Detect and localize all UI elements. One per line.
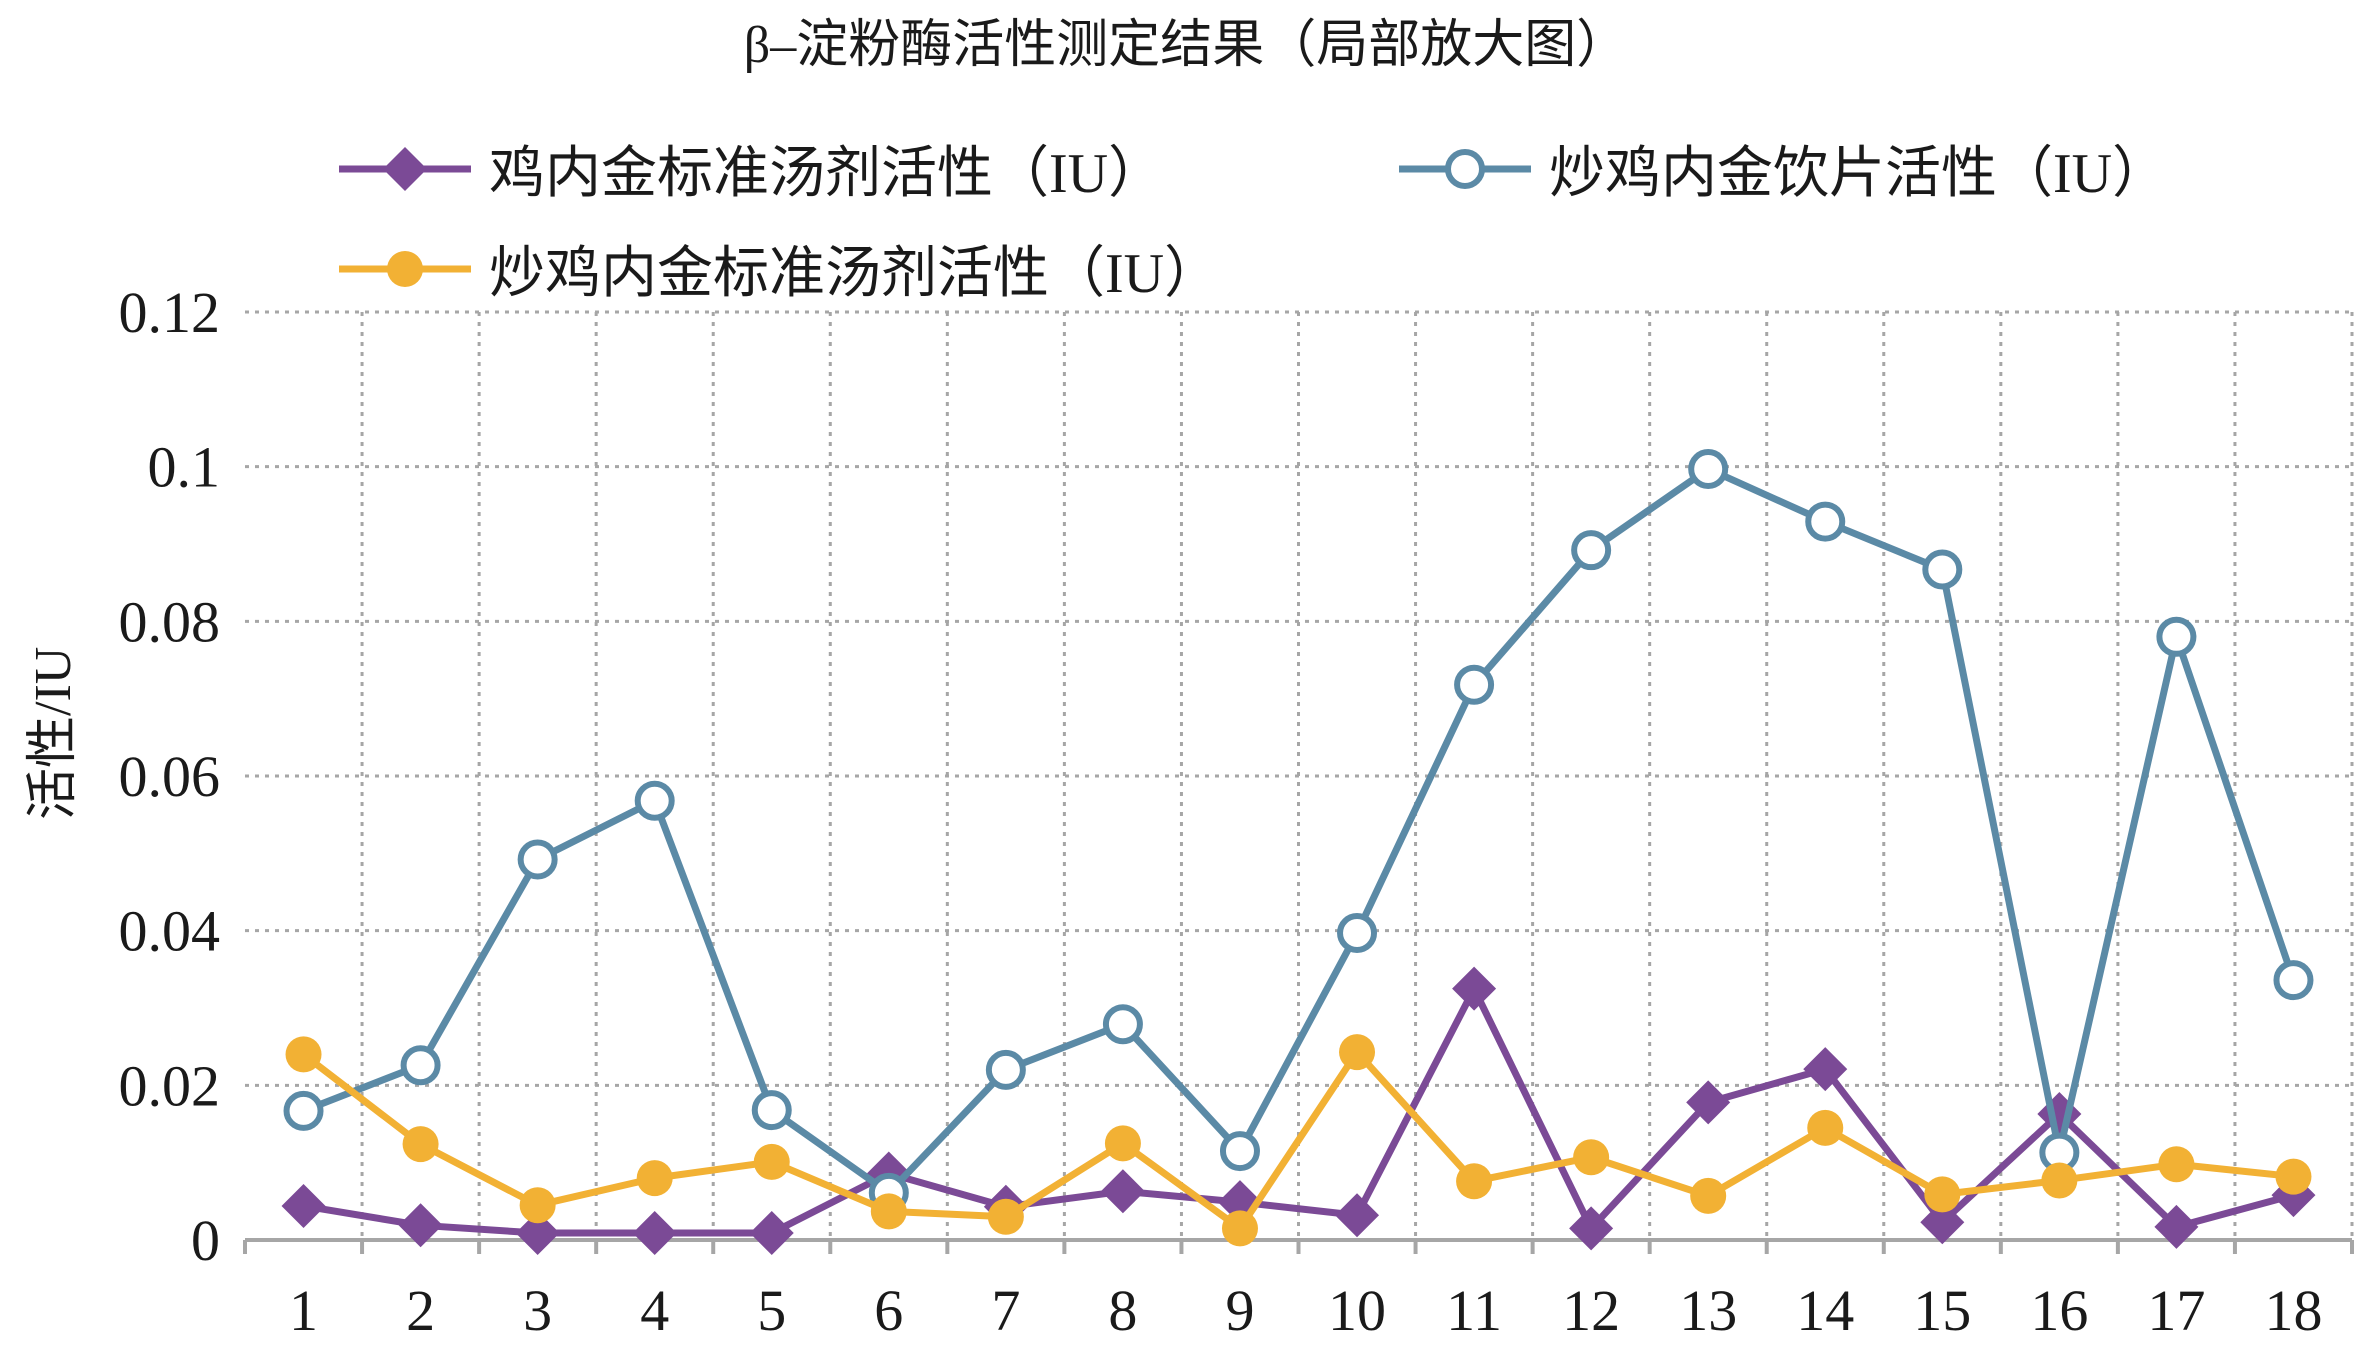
y-tick-label: 0.06	[119, 744, 221, 809]
data-point-series-3	[1690, 1177, 1727, 1214]
x-tick-label: 15	[1913, 1278, 1971, 1343]
data-point-series-3	[1221, 1210, 1258, 1247]
data-point-series-1	[1920, 1200, 1965, 1245]
y-tick-label: 0.1	[148, 435, 221, 500]
data-point-series-3	[987, 1198, 1024, 1235]
data-point-series-2	[1454, 664, 1495, 705]
data-point-series-2	[2156, 616, 2197, 657]
data-point-series-1	[515, 1211, 560, 1256]
data-point-series-1	[632, 1211, 677, 1256]
series-line-2	[302, 465, 2297, 1197]
x-tick-label: 9	[1225, 1278, 1254, 1343]
legend-label-series-2: 炒鸡内金饮片活性（IU）	[1549, 143, 2169, 205]
filled-circle-marker-icon	[339, 250, 471, 287]
data-point-series-3	[870, 1193, 907, 1230]
data-point-series-2	[1337, 912, 1378, 953]
data-point-series-3	[636, 1160, 673, 1197]
x-tick-label: 13	[1679, 1278, 1737, 1343]
y-tick-label: 0.08	[119, 589, 221, 654]
data-point-series-3	[2275, 1158, 2312, 1195]
data-point-series-2	[751, 1090, 792, 1131]
data-point-series-3	[519, 1187, 556, 1224]
x-tick-label: 10	[1328, 1278, 1386, 1343]
x-tick-label: 2	[406, 1278, 435, 1343]
legend-item-series-2: 炒鸡内金饮片活性（IU）	[1395, 128, 2168, 209]
data-point-series-3	[2041, 1162, 2078, 1199]
data-point-series-1	[1452, 966, 1497, 1011]
x-tick-label: 8	[1108, 1278, 1137, 1343]
x-tick-label: 14	[1796, 1278, 1854, 1343]
x-tick-label: 5	[757, 1278, 786, 1343]
open-circle-marker-icon	[1399, 148, 1531, 189]
data-point-series-3	[1573, 1139, 1610, 1176]
diamond-marker-icon	[339, 146, 471, 191]
x-tick-label: 18	[2264, 1278, 2322, 1343]
y-tick-label: 0.12	[119, 280, 221, 345]
x-tick-label: 12	[1562, 1278, 1620, 1343]
y-tick-label: 0.02	[119, 1053, 221, 1118]
data-point-series-3	[1924, 1176, 1961, 1213]
data-point-series-2	[1219, 1131, 1260, 1172]
data-point-series-2	[1102, 1004, 1143, 1045]
data-point-series-2	[1805, 501, 1846, 542]
data-point-series-2	[283, 1090, 324, 1131]
data-point-series-2	[1571, 530, 1612, 571]
series-line-3	[301, 1048, 2294, 1232]
chart-title: β–淀粉酶活性测定结果（局部放大图）	[743, 17, 1629, 74]
data-point-series-2	[1688, 448, 1729, 489]
y-tick-label: 0	[191, 1208, 220, 1273]
data-point-series-1	[1686, 1080, 1731, 1125]
x-tick-label: 6	[874, 1278, 903, 1343]
data-point-series-2	[1922, 549, 1963, 590]
x-tick-label: 17	[2147, 1278, 2205, 1343]
data-point-series-3	[402, 1126, 439, 1163]
legend-label-series-3: 炒鸡内金标准汤剂活性（IU）	[489, 243, 1221, 305]
data-point-series-3	[285, 1036, 322, 1073]
data-point-series-3	[1104, 1125, 1141, 1162]
x-tick-label: 16	[2030, 1278, 2088, 1343]
x-tick-label: 4	[640, 1278, 669, 1343]
x-tick-label: 11	[1446, 1278, 1502, 1343]
data-point-series-2	[985, 1049, 1026, 1090]
data-point-series-1	[749, 1211, 794, 1256]
legend-item-series-1: 鸡内金标准汤剂活性（IU）	[335, 128, 1164, 209]
data-point-series-2	[2273, 960, 2314, 1001]
data-point-series-1	[2154, 1204, 2199, 1249]
data-point-series-1	[1569, 1206, 1614, 1251]
data-point-series-1	[281, 1183, 326, 1228]
x-tick-label: 7	[991, 1278, 1020, 1343]
data-point-series-3	[1456, 1163, 1493, 1200]
data-point-series-1	[1803, 1047, 1848, 1092]
legend-item-series-3: 炒鸡内金标准汤剂活性（IU）	[335, 228, 1220, 309]
data-point-series-2	[634, 780, 675, 821]
data-point-series-1	[1100, 1169, 1145, 1214]
data-point-series-2	[400, 1045, 441, 1086]
y-tick-label: 0.04	[119, 899, 221, 964]
data-point-series-3	[753, 1143, 790, 1180]
legend-label-series-1: 鸡内金标准汤剂活性（IU）	[489, 143, 1165, 205]
data-point-series-2	[517, 839, 558, 880]
x-tick-label: 3	[523, 1278, 552, 1343]
data-point-series-1	[398, 1203, 443, 1248]
data-point-series-3	[1807, 1109, 1844, 1146]
data-point-series-3	[1339, 1034, 1376, 1071]
data-point-series-3	[2158, 1146, 2195, 1183]
x-tick-label: 1	[289, 1278, 318, 1343]
data-point-series-1	[1335, 1193, 1380, 1238]
